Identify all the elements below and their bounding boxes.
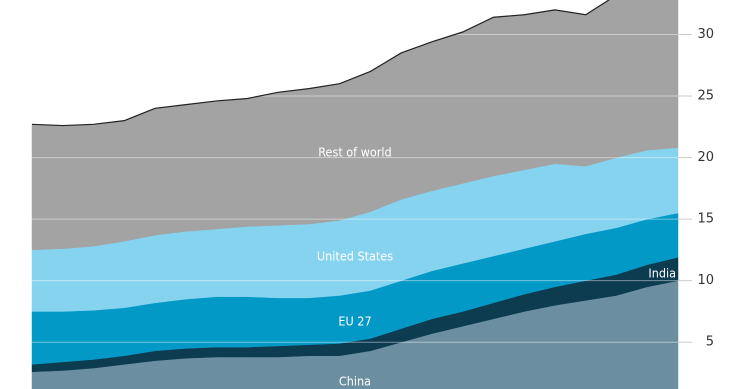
y-tick-label: 5 bbox=[706, 335, 714, 350]
y-tick-label: 30 bbox=[697, 27, 714, 42]
plot bbox=[31, 0, 679, 389]
y-tick-label: 20 bbox=[697, 150, 714, 165]
total-line bbox=[31, 0, 610, 127]
y-tick-label: 15 bbox=[697, 212, 714, 227]
series-label: China bbox=[339, 374, 371, 389]
y-tick-label: 25 bbox=[697, 89, 714, 104]
labels: 5 10 15 20 25 30 China India EU 27 United States R… bbox=[317, 27, 714, 389]
series-label: India bbox=[648, 266, 676, 281]
series-label: United States bbox=[317, 249, 393, 264]
y-tick-label: 10 bbox=[697, 273, 714, 288]
series-label: Rest of world bbox=[318, 145, 391, 160]
series-label: EU 27 bbox=[338, 314, 371, 329]
